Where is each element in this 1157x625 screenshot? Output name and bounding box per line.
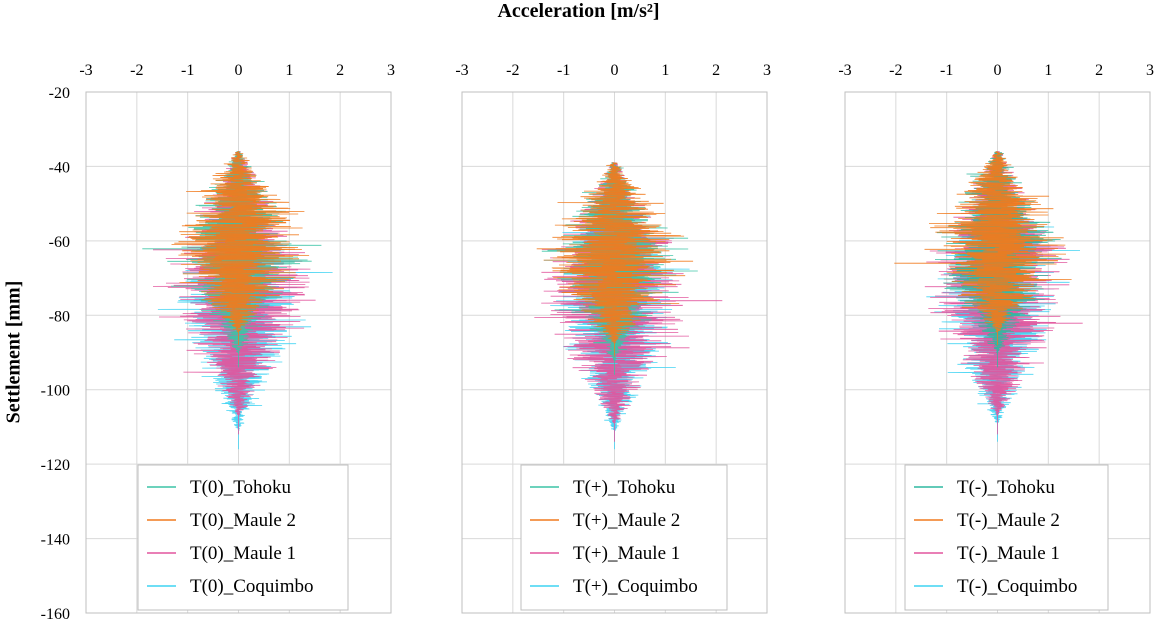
data-traces	[894, 151, 1083, 442]
x-tick-label: -2	[889, 62, 902, 79]
legend-label: T(+)_Coquimbo	[573, 576, 698, 597]
legend-label: T(+)_Maule 2	[573, 510, 680, 531]
x-tick-labels: -3 -2 -1 0 1 2 3	[455, 62, 771, 79]
x-tick-label: 0	[611, 62, 619, 79]
legend: T(+)_Tohoku T(+)_Maule 2 T(+)_Maule 1 T(+)_…	[520, 464, 728, 611]
series-trace	[894, 151, 1072, 346]
legend-item: T(+)_Maule 1	[530, 543, 680, 564]
legend-item: T(-)_Coquimbo	[914, 576, 1077, 597]
x-tick-label: 1	[661, 62, 669, 79]
legend-label: T(0)_Maule 1	[190, 543, 296, 564]
legend-label: T(-)_Coquimbo	[957, 576, 1077, 597]
plot-area-border	[844, 91, 1151, 614]
x-tick-label: 2	[336, 62, 344, 79]
legend-label: T(0)_Tohoku	[190, 477, 292, 498]
legend-item: T(0)_Coquimbo	[147, 576, 314, 597]
legend-label: T(-)_Tohoku	[957, 477, 1055, 498]
legend: T(0)_Tohoku T(0)_Maule 2 T(0)_Maule 1 T(0)_…	[137, 464, 349, 611]
x-tick-label: 1	[1044, 62, 1052, 79]
legend-item: T(+)_Coquimbo	[530, 576, 698, 597]
legend-item: T(+)_Maule 2	[530, 510, 680, 531]
x-tick-label: -1	[181, 62, 194, 79]
x-tick-label: -3	[838, 62, 851, 79]
data-traces	[142, 151, 333, 450]
x-axis-title: Acceleration [m/s²]	[497, 0, 660, 22]
y-tick-label: -100	[41, 383, 70, 400]
x-tick-label: 1	[285, 62, 293, 79]
y-tick-label: -40	[49, 159, 70, 176]
legend-item: T(-)_Maule 1	[914, 543, 1060, 564]
legend-label: T(+)_Maule 1	[573, 543, 680, 564]
x-tick-label: 0	[994, 62, 1002, 79]
series-trace	[534, 162, 723, 442]
x-tick-label: -1	[557, 62, 570, 79]
plot-area-border	[85, 91, 392, 614]
x-tick-label: -2	[130, 62, 143, 79]
legend-label: T(0)_Coquimbo	[190, 576, 314, 597]
y-tick-label: -160	[41, 606, 70, 623]
x-tick-label: 2	[1095, 62, 1103, 79]
y-tick-label: -20	[49, 85, 70, 102]
legend-label: T(+)_Tohoku	[573, 477, 676, 498]
data-traces	[534, 162, 723, 450]
legend-item: T(0)_Maule 2	[147, 510, 296, 531]
x-tick-label: 3	[387, 62, 395, 79]
y-tick-labels: -20 -40 -60 -80 -100 -120 -140 -160	[41, 85, 70, 623]
legend-box	[904, 464, 1109, 611]
x-tick-labels: -3 -2 -1 0 1 2 3	[838, 62, 1154, 79]
legend-item: T(0)_Maule 1	[147, 543, 296, 564]
chart-panel-1: -3 -2 -1 0 1 2 3 -20 -40 -60 -80 -100 -120 -140 -160 T(…	[41, 62, 395, 623]
x-tick-label: -3	[79, 62, 92, 79]
legend-label: T(-)_Maule 2	[957, 510, 1060, 531]
x-tick-label: 2	[712, 62, 720, 79]
y-tick-label: -140	[41, 532, 70, 549]
x-tick-labels: -3 -2 -1 0 1 2 3	[79, 62, 395, 79]
legend-label: T(0)_Maule 2	[190, 510, 296, 531]
x-tick-label: -2	[506, 62, 519, 79]
legend-label: T(-)_Maule 1	[957, 543, 1060, 564]
legend-item: T(0)_Tohoku	[147, 477, 292, 498]
series-trace	[536, 162, 694, 357]
x-tick-label: 3	[763, 62, 771, 79]
legend: T(-)_Tohoku T(-)_Maule 2 T(-)_Maule 1 T(-)_…	[904, 464, 1109, 611]
y-tick-label: -60	[49, 234, 70, 251]
y-tick-label: -120	[41, 457, 70, 474]
x-tick-label: 0	[235, 62, 243, 79]
y-tick-label: -80	[49, 308, 70, 325]
legend-item: T(-)_Tohoku	[914, 477, 1055, 498]
x-tick-label: -1	[940, 62, 953, 79]
chart-panel-3: -3 -2 -1 0 1 2 3 T(-)_Tohoku T(-)_Maule 2 T(-)_Ma…	[838, 62, 1154, 614]
legend-item: T(-)_Maule 2	[914, 510, 1060, 531]
series-trace	[171, 151, 310, 346]
x-tick-label: 3	[1146, 62, 1154, 79]
chart-panel-2: -3 -2 -1 0 1 2 3 T(+)_Tohoku T(+)_Maule 2 T(+)_Ma…	[455, 62, 771, 614]
legend-item: T(+)_Tohoku	[530, 477, 676, 498]
x-tick-label: -3	[455, 62, 468, 79]
plot-area-border	[461, 91, 768, 614]
